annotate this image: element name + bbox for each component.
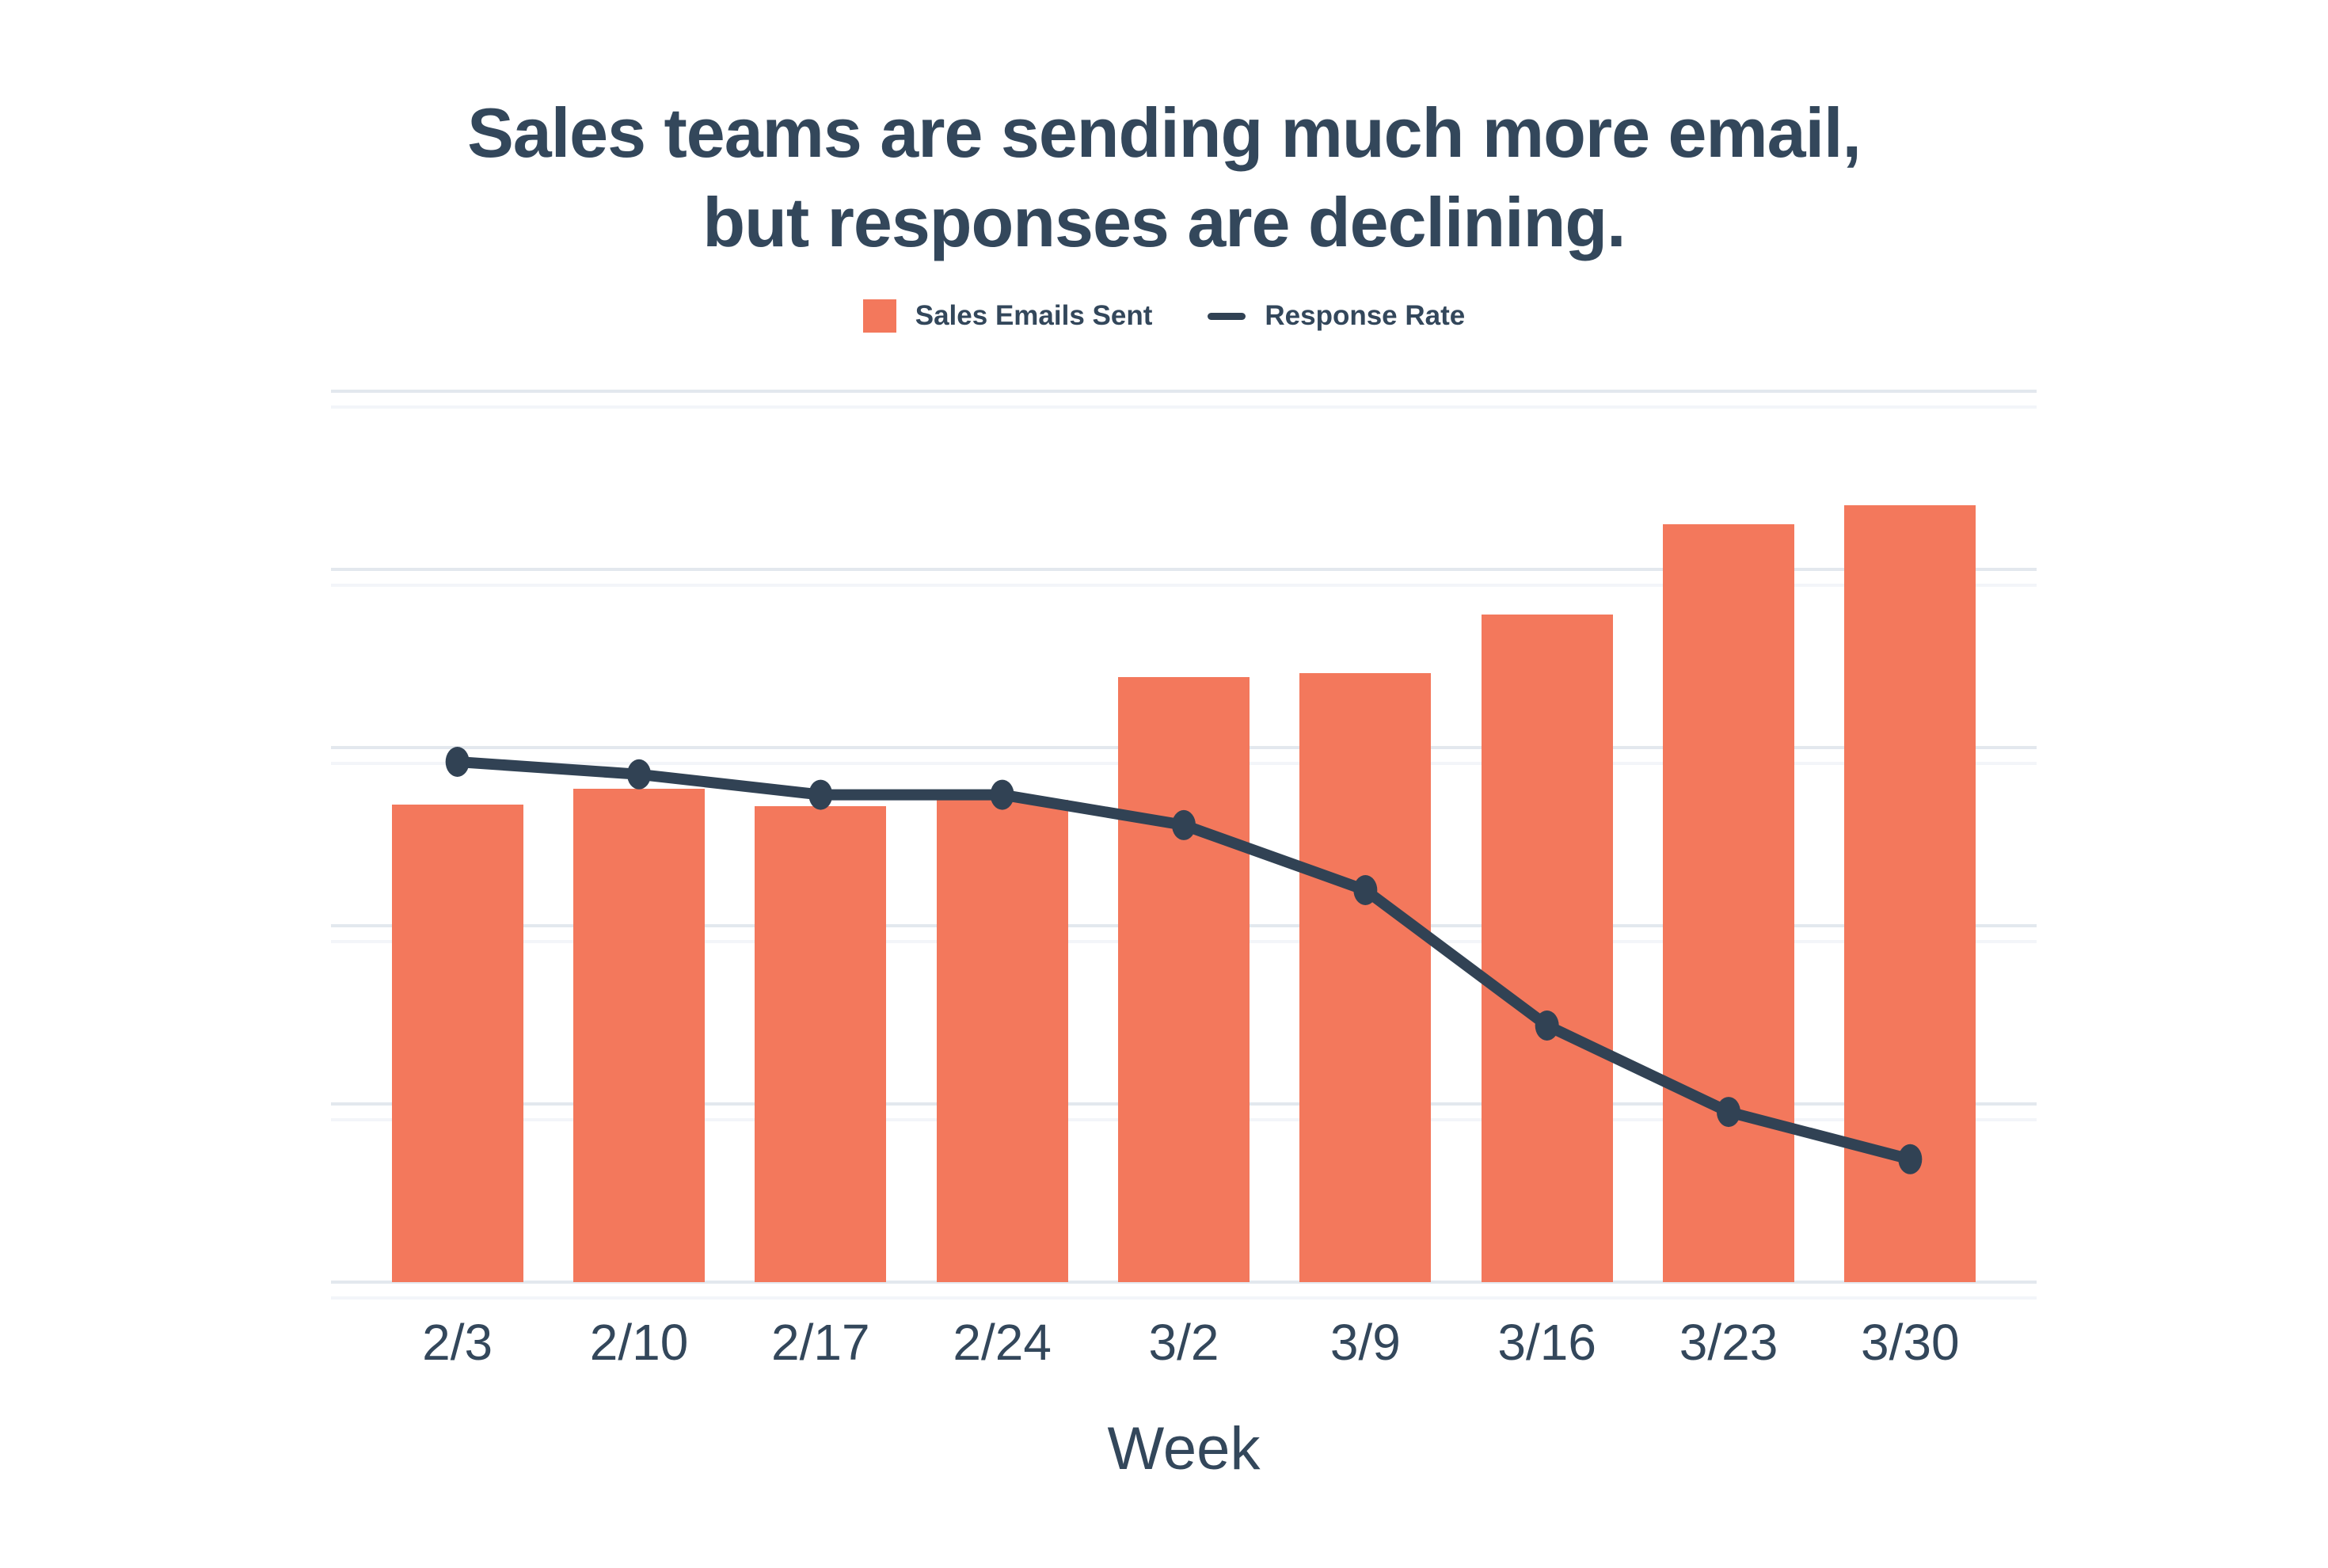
response-rate-point-3-2 [1172, 809, 1196, 840]
x-tick-label-2-24: 2/24 [953, 1314, 1052, 1371]
legend-item-response-rate: Response Rate [1208, 300, 1465, 332]
response-rate-point-2-17 [808, 779, 833, 810]
y-gridline [331, 1281, 2037, 1284]
x-tick-label-2-10: 2/10 [589, 1314, 689, 1371]
x-tick-label-2-3: 2/3 [422, 1314, 493, 1371]
legend-label-response-rate: Response Rate [1265, 300, 1466, 331]
x-tick-label-3-30: 3/30 [1861, 1314, 1960, 1371]
bar-2-10 [573, 788, 705, 1282]
x-tick-label-3-16: 3/16 [1497, 1314, 1596, 1371]
line-dash-icon [1208, 312, 1246, 320]
response-rate-line-layer [445, 747, 1923, 1174]
response-rate-point-3-30 [1898, 1144, 1923, 1174]
response-rate-point-2-3 [445, 747, 470, 777]
bar-2-24 [936, 800, 1068, 1282]
y-gridline-ghost [331, 584, 2037, 587]
bar-3-16 [1481, 615, 1613, 1282]
chart-title-line1: Sales teams are sending much more email, [467, 93, 1862, 172]
bar-swatch-icon [862, 299, 896, 333]
x-axis-title: Week [1107, 1415, 1261, 1482]
y-gridline-ghost [331, 1296, 2037, 1300]
x-tick-label-3-9: 3/9 [1329, 1314, 1401, 1371]
x-tick-label-2-17: 2/17 [771, 1314, 870, 1371]
chart-title: Sales teams are sending much more email,… [0, 89, 2328, 267]
bar-3-2 [1118, 677, 1250, 1282]
bar-2-3 [391, 805, 523, 1282]
bar-3-23 [1663, 523, 1794, 1282]
y-gridline [331, 568, 2037, 571]
response-rate-point-3-23 [1717, 1097, 1740, 1128]
bar-2-17 [755, 806, 887, 1282]
x-tick-label-3-23: 3/23 [1679, 1314, 1778, 1371]
legend: Sales Emails Sent Response Rate [0, 299, 2328, 333]
bar-3-9 [1299, 672, 1432, 1282]
response-rate-point-2-10 [627, 759, 651, 790]
y-gridline [331, 390, 2037, 393]
response-rate-point-2-24 [990, 779, 1014, 810]
legend-item-sales-emails-sent: Sales Emails Sent [862, 299, 1153, 333]
y-gridline-ghost [331, 405, 2037, 409]
legend-label-sales-emails-sent: Sales Emails Sent [915, 300, 1153, 331]
chart-title-line2: but responses are declining. [702, 182, 1626, 261]
response-rate-point-3-16 [1535, 1010, 1559, 1041]
x-tick-label-3-2: 3/2 [1148, 1314, 1219, 1371]
response-rate-point-3-9 [1353, 875, 1378, 905]
plot-area: 2/3 2/10 2/17 2/24 3/2 3/9 3/16 3/23 3/30 [331, 390, 2037, 1371]
